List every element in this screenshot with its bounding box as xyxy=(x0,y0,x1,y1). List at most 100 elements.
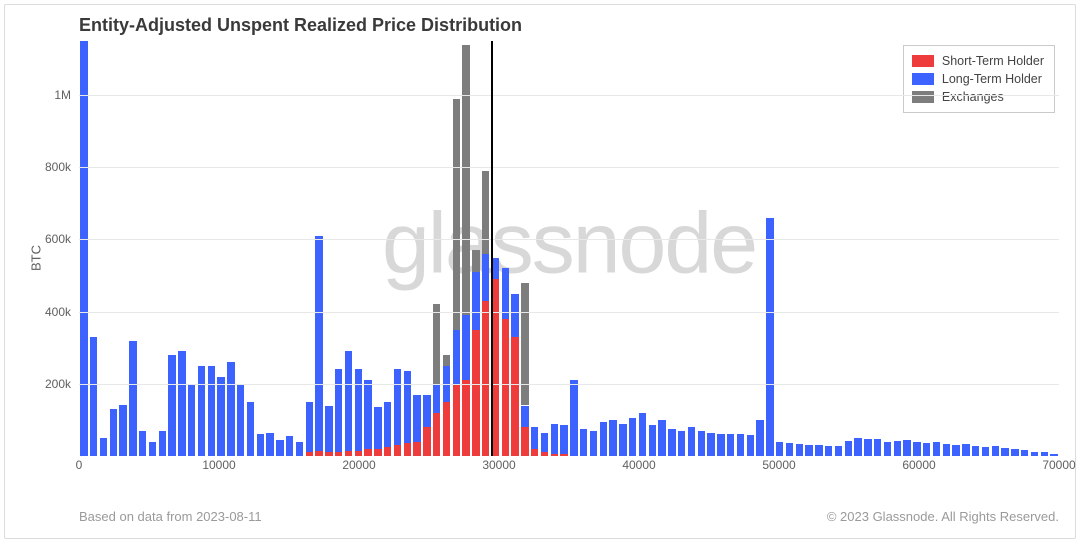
bar xyxy=(286,41,293,456)
bar-segment-lth xyxy=(482,254,489,301)
bar-segment-lth xyxy=(374,407,381,449)
gridline xyxy=(79,384,1059,385)
bar xyxy=(717,41,724,456)
bar xyxy=(139,41,146,456)
bar xyxy=(541,41,548,456)
bar-segment-lth xyxy=(835,446,842,456)
bar xyxy=(766,41,773,456)
gridline xyxy=(79,95,1059,96)
bar xyxy=(756,41,763,456)
bar-segment-lth xyxy=(541,433,548,453)
xtick-label: 40000 xyxy=(622,458,655,472)
bar xyxy=(227,41,234,456)
bar xyxy=(707,41,714,456)
bar-segment-lth xyxy=(80,41,87,456)
gridline xyxy=(79,167,1059,168)
bar-segment-lth xyxy=(462,315,469,380)
bar-segment-lth xyxy=(629,418,636,456)
bar-segment-lth xyxy=(404,371,411,443)
bar xyxy=(502,41,509,456)
bar-segment-lth xyxy=(227,362,234,456)
footer-copyright: © 2023 Glassnode. All Rights Reserved. xyxy=(827,509,1059,524)
gridline xyxy=(79,239,1059,240)
bar-segment-sth xyxy=(521,427,528,456)
bar xyxy=(688,41,695,456)
chart-title: Entity-Adjusted Unspent Realized Price D… xyxy=(79,15,522,36)
bar xyxy=(119,41,126,456)
bar-segment-sth xyxy=(364,449,371,456)
bar-segment-sth xyxy=(482,301,489,456)
plot-region: glassnode Short-Term HolderLong-Term Hol… xyxy=(79,41,1059,456)
bar-segment-lth xyxy=(737,434,744,456)
bar xyxy=(864,41,871,456)
bar-segment-sth xyxy=(404,443,411,456)
bar-segment-lth xyxy=(707,433,714,456)
bar-segment-lth xyxy=(1011,449,1018,456)
bar-segment-lth xyxy=(178,351,185,456)
bar-segment-lth xyxy=(766,218,773,456)
bar xyxy=(776,41,783,456)
bar xyxy=(786,41,793,456)
bar xyxy=(80,41,87,456)
bar-segment-lth xyxy=(698,431,705,456)
bar-segment-lth xyxy=(159,431,166,456)
bar-segment-lth xyxy=(668,429,675,456)
ytick-label: 400k xyxy=(45,305,71,319)
xtick-label: 70000 xyxy=(1042,458,1075,472)
bar-segment-lth xyxy=(453,330,460,384)
bar xyxy=(649,41,656,456)
bar xyxy=(90,41,97,456)
bar xyxy=(825,41,832,456)
bar xyxy=(629,41,636,456)
bar xyxy=(511,41,518,456)
bar xyxy=(815,41,822,456)
bar xyxy=(374,41,381,456)
bar-segment-lth xyxy=(972,446,979,456)
bar-segment-lth xyxy=(472,272,479,330)
gridline xyxy=(79,312,1059,313)
bar xyxy=(159,41,166,456)
bar-segment-sth xyxy=(374,449,381,456)
legend-item: Exchanges xyxy=(912,88,1044,106)
bar-segment-lth xyxy=(119,405,126,456)
bar-segment-lth xyxy=(639,413,646,456)
bar xyxy=(217,41,224,456)
legend-label: Exchanges xyxy=(942,88,1004,106)
bar-segment-lth xyxy=(364,380,371,449)
bar-segment-exch xyxy=(472,250,479,272)
bar xyxy=(521,41,528,456)
bar-segment-lth xyxy=(609,420,616,456)
bar-segment-sth xyxy=(531,449,538,456)
bar-segment-lth xyxy=(521,406,528,428)
xtick-label: 0 xyxy=(76,458,83,472)
xtick-label: 60000 xyxy=(902,458,935,472)
bar-segment-lth xyxy=(903,440,910,456)
bar xyxy=(796,41,803,456)
bar xyxy=(266,41,273,456)
bar-segment-lth xyxy=(100,438,107,456)
ytick-label: 800k xyxy=(45,160,71,174)
ytick-label: 1M xyxy=(54,88,71,102)
bar-segment-lth xyxy=(805,445,812,456)
bar-segment-lth xyxy=(590,431,597,456)
bar xyxy=(845,41,852,456)
bar xyxy=(668,41,675,456)
bar-segment-lth xyxy=(933,442,940,456)
bar xyxy=(110,41,117,456)
bar xyxy=(198,41,205,456)
bar-segment-sth xyxy=(423,427,430,456)
bar-segment-lth xyxy=(306,402,313,453)
xtick-label: 10000 xyxy=(202,458,235,472)
bar-segment-lth xyxy=(619,424,626,456)
bar xyxy=(443,41,450,456)
bar xyxy=(129,41,136,456)
bar-segment-lth xyxy=(394,369,401,445)
bar-segment-lth xyxy=(560,425,567,454)
legend-item: Short-Term Holder xyxy=(912,52,1044,70)
bar-segment-lth xyxy=(1001,448,1008,456)
bar-segment-lth xyxy=(433,384,440,413)
bar xyxy=(698,41,705,456)
bar xyxy=(551,41,558,456)
bar-segment-lth xyxy=(717,434,724,456)
bar-segment-sth xyxy=(502,319,509,456)
